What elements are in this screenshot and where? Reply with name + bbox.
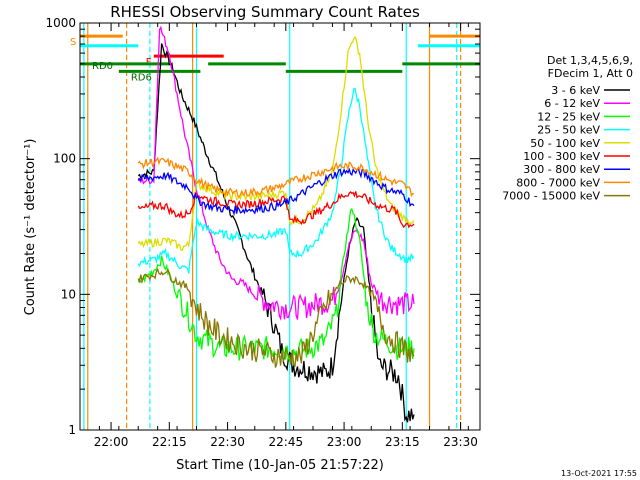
x-tick-label-6: 23:30 — [443, 435, 478, 449]
x-tick-label-3: 22:45 — [269, 435, 304, 449]
series-line-5 — [137, 190, 415, 229]
axes — [79, 22, 481, 431]
legend-label-4: 50 - 100 keV — [530, 137, 600, 150]
y-axis-label: Count Rate (s⁻¹ detector⁻¹) — [23, 139, 38, 316]
legend-label-8: 7000 - 15000 keV — [502, 190, 600, 203]
x-tick-label-4: 23:00 — [327, 435, 362, 449]
x-tick-label-0: 22:00 — [94, 435, 129, 449]
y-tick-label-1: 10 — [61, 287, 76, 301]
series-line-2 — [137, 207, 415, 363]
legend-label-7: 800 - 7000 keV — [516, 176, 600, 189]
footer-timestamp: 13-Oct-2021 17:55 — [561, 469, 637, 478]
series-line-3 — [137, 87, 415, 274]
x-tick-label-1: 22:15 — [152, 435, 187, 449]
legend-header-1: FDecim 1, Att 0 — [548, 67, 633, 80]
x-tick-label-2: 22:30 — [210, 435, 245, 449]
series-line-6 — [137, 167, 415, 217]
flag-bars: SFRD0RD6 — [70, 34, 480, 83]
series-line-0 — [137, 43, 415, 423]
y-tick-label-3: 1000 — [45, 16, 76, 30]
legend-label-1: 6 - 12 keV — [544, 97, 600, 110]
x-axis-label: Start Time (10-Jan-05 21:57:22) — [176, 458, 384, 473]
y-tick-label-0: 1 — [68, 423, 76, 437]
flag-label-0: S — [70, 37, 76, 48]
plot-frame — [79, 22, 481, 431]
series-line-8 — [137, 268, 415, 368]
flag-label-3: RD0 — [92, 61, 113, 72]
x-tick-label-5: 23:15 — [385, 435, 420, 449]
flag-label-4: RD6 — [131, 72, 152, 83]
series-line-7 — [137, 156, 415, 198]
chart-title: RHESSI Observing Summary Count Rates — [110, 3, 420, 21]
legend-header-0: Det 1,3,4,5,6,9, — [547, 54, 633, 67]
legend-label-6: 300 - 800 keV — [523, 163, 600, 176]
series-line-1 — [137, 25, 415, 321]
legend-label-5: 100 - 300 keV — [523, 150, 600, 163]
chart-labels: RHESSI Observing Summary Count Rates Sta… — [23, 3, 637, 478]
legend-label-3: 25 - 50 keV — [537, 124, 600, 137]
series-line-4 — [137, 36, 415, 251]
y-tick-label-2: 100 — [53, 152, 76, 166]
legend-label-0: 3 - 6 keV — [551, 84, 600, 97]
tick-marks: 22:00 22:15 22:30 22:45 23:00 23:15 23:30 1 10 10… — [45, 16, 480, 449]
series-lines — [137, 25, 415, 423]
legend-label-2: 12 - 25 keV — [537, 110, 600, 123]
legend: Det 1,3,4,5,6,9,FDecim 1, Att 0 3 - 6 keV… — [502, 54, 633, 203]
